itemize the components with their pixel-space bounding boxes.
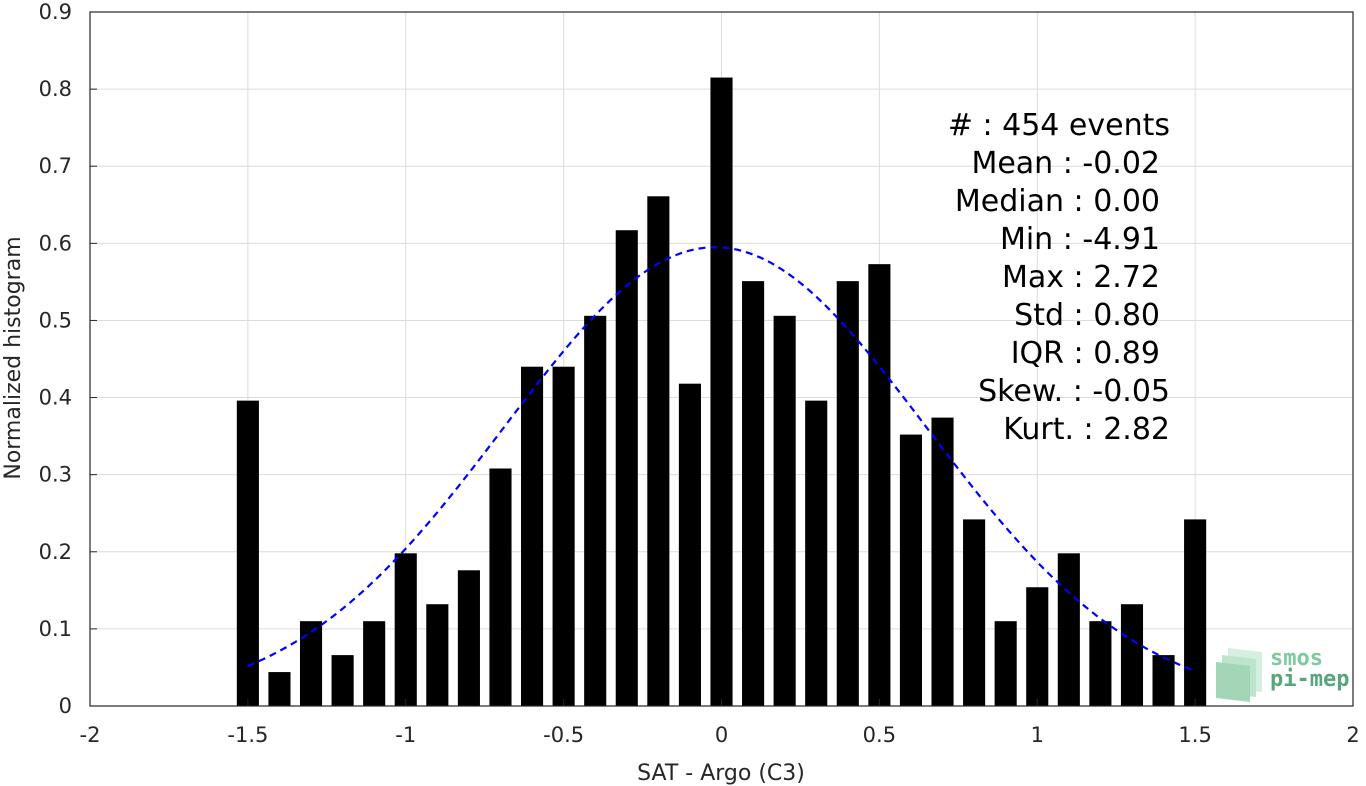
histogram-bar	[1152, 655, 1175, 706]
histogram-bar	[363, 621, 386, 706]
histogram-bar	[899, 434, 923, 706]
histogram-bar	[805, 400, 828, 706]
stat-iqr: IQR : 0.89	[1011, 336, 1160, 371]
histogram-bar	[868, 264, 891, 706]
x-tick-labels: -2 -1.5 -1 -0.5 0 0.5 1 1.5 2	[80, 699, 1360, 747]
histogram-bar	[1089, 621, 1112, 706]
stat-median: Median : 0.00	[955, 184, 1160, 219]
stat-max: Max : 2.72	[1002, 260, 1160, 295]
x-tick-label: 2	[1346, 723, 1359, 747]
logo-line2: pi-mep	[1270, 667, 1349, 692]
histogram-bar	[931, 417, 954, 706]
histogram-bar	[963, 519, 986, 706]
y-axis-label: Normalized histogram	[1, 236, 26, 479]
x-tick-label: 0.5	[863, 723, 896, 747]
y-tick-label: 0.1	[39, 617, 72, 641]
x-axis-label: SAT - Argo (C3)	[637, 761, 805, 786]
histogram-bar	[678, 383, 701, 706]
histogram-bar	[710, 77, 733, 707]
histogram-bar	[994, 621, 1017, 706]
histogram-bar	[647, 196, 670, 706]
stat-std: Std : 0.80	[1014, 298, 1160, 333]
gaussian-fit-curve	[247, 246, 1196, 673]
histogram-bar	[426, 604, 449, 706]
stats-box: # : 454 events Mean : -0.02 Median : 0.0…	[948, 108, 1170, 447]
histogram-bar	[299, 621, 323, 706]
y-tick-label: 0.9	[39, 0, 72, 24]
histogram-bar	[1120, 604, 1144, 706]
stat-mean: Mean : -0.02	[971, 146, 1160, 181]
histogram-bar	[615, 230, 638, 707]
logo-layers-icon	[1216, 648, 1262, 702]
x-tick-label: -1.5	[227, 723, 268, 747]
histogram-bar	[1026, 587, 1049, 706]
stat-min: Min : -4.91	[1000, 222, 1160, 257]
histogram-bar	[489, 468, 512, 706]
smos-pi-mep-logo: smos pi-mep	[1216, 646, 1349, 702]
histogram-bar	[236, 400, 259, 706]
stat-count: # : 454 events	[948, 108, 1170, 143]
y-tick-label: 0.5	[39, 308, 72, 332]
histogram-bar	[836, 281, 859, 706]
x-tick-label: -0.5	[543, 723, 584, 747]
histogram-bar	[394, 553, 417, 706]
y-tick-label: 0	[59, 694, 72, 718]
y-tick-label: 0.3	[39, 463, 72, 487]
x-tick-label: -2	[80, 723, 101, 747]
y-tick-label: 0.2	[39, 540, 72, 564]
bar-series	[236, 77, 1207, 707]
histogram-bar	[520, 366, 544, 706]
histogram-bar	[268, 672, 291, 706]
x-tick-label: 1	[1031, 723, 1044, 747]
histogram-bar	[584, 315, 607, 706]
x-tick-label: 1.5	[1178, 723, 1211, 747]
histogram-bar	[1184, 519, 1207, 706]
stat-kurt: Kurt. : 2.82	[1003, 412, 1170, 447]
stat-skew: Skew. : -0.05	[978, 374, 1170, 409]
x-tick-label: 0	[715, 723, 728, 747]
logo-line1: smos	[1270, 646, 1323, 671]
histogram-bar	[457, 570, 480, 706]
x-tick-label: -1	[395, 723, 416, 747]
y-tick-label: 0.7	[39, 154, 72, 178]
histogram-bar	[331, 655, 354, 706]
histogram-bar	[773, 315, 796, 706]
y-tick-label: 0.6	[39, 231, 72, 255]
y-tick-label: 0.4	[39, 386, 72, 410]
histogram-bar	[742, 281, 765, 706]
y-tick-label: 0.8	[39, 77, 72, 101]
y-tick-labels: 0 0.1 0.2 0.3 0.4 0.5 0.6 0.7 0.8 0.9	[39, 0, 97, 718]
histogram-bar	[552, 366, 575, 706]
histogram-bar	[1057, 553, 1080, 706]
